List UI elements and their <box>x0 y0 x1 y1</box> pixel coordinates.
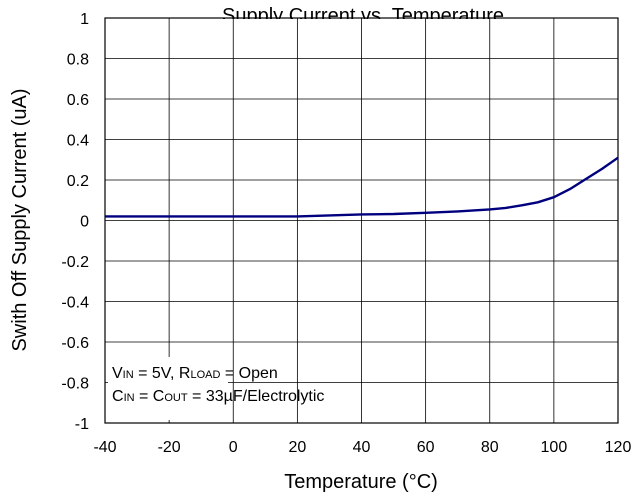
x-tick-label: -20 <box>158 439 181 456</box>
x-tick-label: 80 <box>481 439 499 456</box>
x-tick-label: 20 <box>288 439 306 456</box>
y-tick-label: 0 <box>80 214 89 231</box>
x-tick-label: 100 <box>541 439 568 456</box>
x-tick-label: 0 <box>229 439 238 456</box>
y-tick-label: -0.4 <box>61 295 89 312</box>
y-tick-label: -0.2 <box>61 254 89 271</box>
grid <box>104 17 619 424</box>
x-tick-label: 120 <box>605 439 632 456</box>
y-tick-label: 0.8 <box>67 52 89 69</box>
x-tick-label: 40 <box>353 439 371 456</box>
y-tick-labels: 1 0.8 0.6 0.4 0.2 0 -0.2 -0.4 -0.6 -0.8 -1 <box>61 11 89 433</box>
annotation-line-1: VIN = 5V, RLOAD = Open <box>112 365 278 382</box>
annotation-box <box>108 357 228 420</box>
y-tick-label: 1 <box>80 11 89 28</box>
y-tick-label: 0.6 <box>67 92 89 109</box>
y-tick-label: -0.8 <box>61 376 89 393</box>
y-tick-label: 0.2 <box>67 173 89 190</box>
x-tick-label: 60 <box>417 439 435 456</box>
y-tick-label: 0.4 <box>67 133 89 150</box>
plot-frame <box>104 17 619 424</box>
chart-title: Supply Current vs. Temperature <box>222 5 504 27</box>
y-tick-label: -1 <box>75 416 89 433</box>
series-line <box>105 156 619 218</box>
y-axis-label: Swith Off Supply Current (uA) <box>9 88 31 351</box>
x-tick-labels: -40 -20 0 20 40 60 80 100 120 <box>93 439 631 456</box>
x-tick-label: -40 <box>93 439 116 456</box>
annotation-line-2: CIN = COUT = 33µF/Electrolytic <box>112 388 324 405</box>
series-layer <box>105 156 619 218</box>
x-axis-label: Temperature (°C) <box>284 471 438 493</box>
y-tick-label: -0.6 <box>61 335 89 352</box>
